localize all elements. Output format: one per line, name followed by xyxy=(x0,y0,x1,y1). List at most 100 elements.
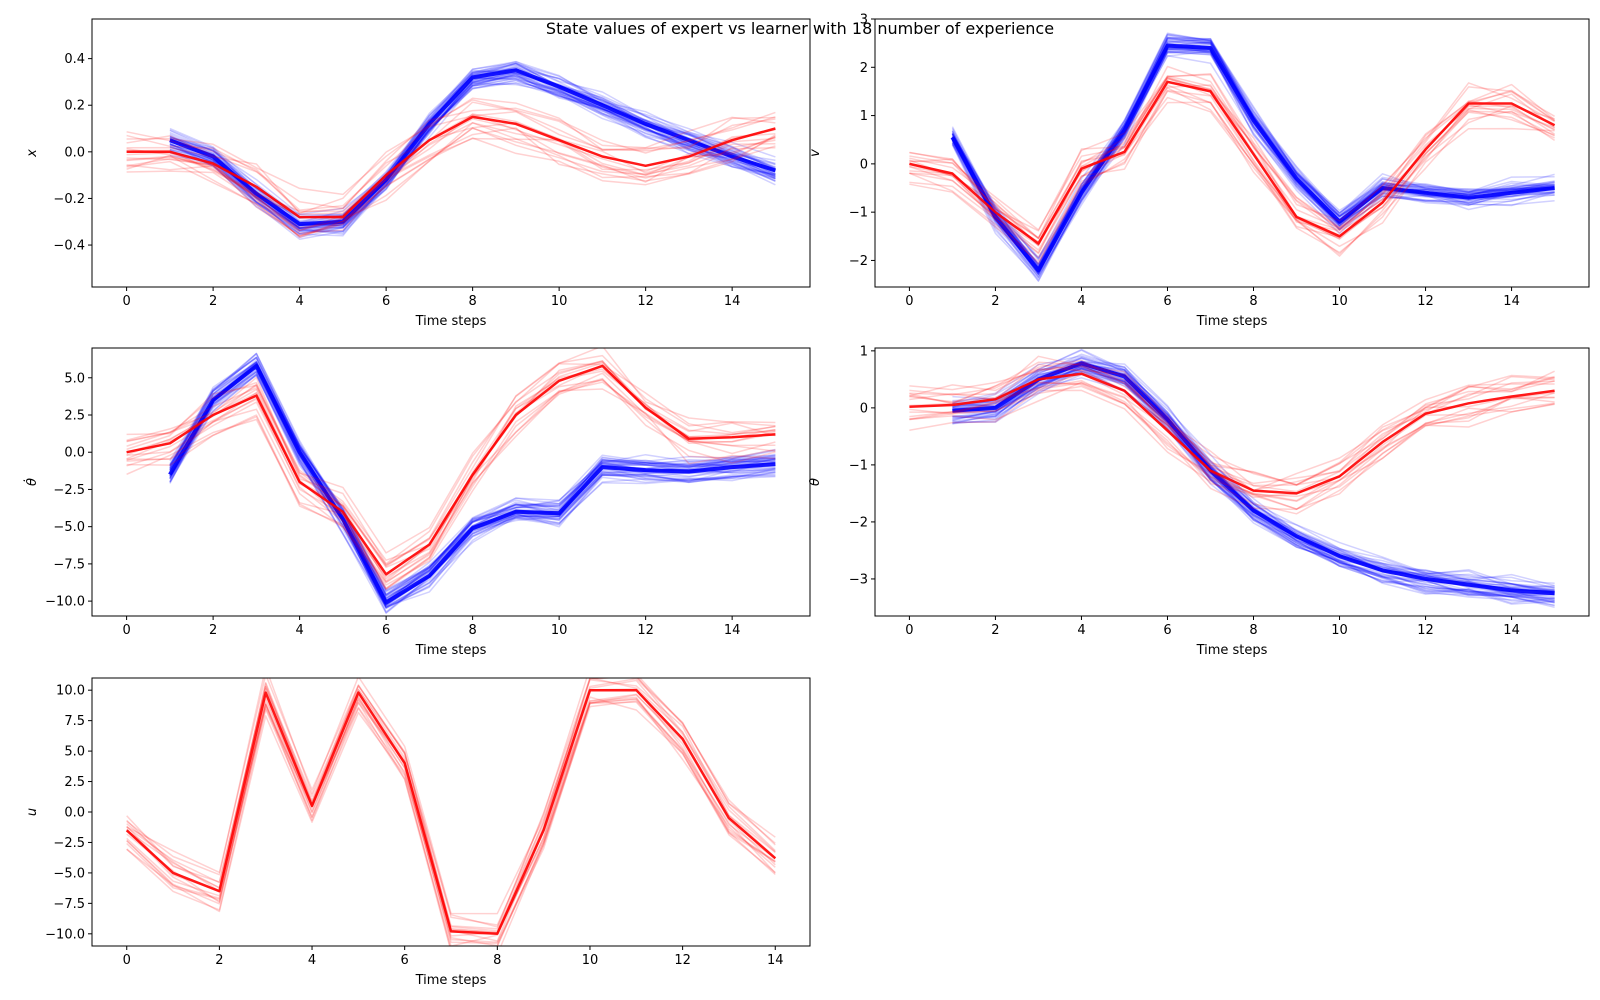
trajectory-line xyxy=(169,62,776,218)
x-tick-label: 4 xyxy=(308,953,316,968)
trajectory-line xyxy=(951,37,1555,266)
x-tick-label: 6 xyxy=(382,294,390,309)
y-tick-label: −5.0 xyxy=(53,866,85,881)
trajectory-line xyxy=(126,678,776,928)
y-tick-label: −2 xyxy=(849,254,868,269)
trajectory-line xyxy=(951,44,1555,279)
trajectory-line xyxy=(126,348,776,554)
trajectory-line xyxy=(952,370,1555,604)
trajectory-line xyxy=(126,354,776,567)
trajectory-line xyxy=(169,372,776,609)
trajectory-line xyxy=(126,136,776,237)
trajectory-line xyxy=(126,101,776,209)
trajectory-line xyxy=(169,73,776,233)
trajectory-line xyxy=(952,365,1555,596)
trajectory-line xyxy=(951,50,1555,282)
trajectory-line xyxy=(909,76,1556,240)
plot-lines xyxy=(909,32,1556,282)
y-tick-label: 0.0 xyxy=(64,446,85,461)
trajectory-line xyxy=(952,348,1555,591)
trajectory-line xyxy=(952,367,1555,597)
y-tick-label: −3 xyxy=(849,572,868,587)
y-tick-label: 3 xyxy=(860,13,868,28)
trajectory-line xyxy=(169,357,776,603)
y-tick-label: −2.5 xyxy=(53,836,85,851)
trajectory-line xyxy=(909,65,1555,231)
trajectory-line xyxy=(952,366,1555,591)
trajectory-line xyxy=(169,353,776,593)
x-tick-label: 8 xyxy=(468,294,476,309)
x-axis-label: Time steps xyxy=(1196,314,1268,329)
x-tick-label: 12 xyxy=(637,623,654,638)
y-tick-label: 0.0 xyxy=(64,806,85,821)
trajectory-line xyxy=(952,357,1555,585)
trajectory-line xyxy=(909,89,1555,254)
trajectory-line xyxy=(126,107,776,214)
trajectory-line xyxy=(126,118,776,234)
trajectory-line xyxy=(952,373,1555,606)
y-axis-label: θ xyxy=(808,478,823,486)
x-tick-label: 12 xyxy=(1417,294,1434,309)
series-line-blue xyxy=(952,361,1555,596)
x-tick-label: 10 xyxy=(1331,294,1348,309)
trajectory-line xyxy=(126,381,776,586)
axes-frame xyxy=(874,18,1590,288)
trajectory-line xyxy=(909,381,1555,510)
x-tick-label: 8 xyxy=(493,953,501,968)
trajectory-line xyxy=(126,137,776,238)
trajectory-line xyxy=(952,355,1555,587)
trajectory-line xyxy=(952,363,1555,589)
x-tick-label: 6 xyxy=(401,953,409,968)
trajectory-line xyxy=(951,50,1555,282)
trajectory-line xyxy=(169,356,776,597)
trajectory-line xyxy=(909,363,1555,492)
trajectory-line xyxy=(126,113,776,212)
trajectory-line xyxy=(952,349,1555,589)
trajectory-line xyxy=(126,678,776,930)
trajectory-line xyxy=(169,352,776,596)
trajectory-line xyxy=(909,385,1555,511)
x-tick-label: 10 xyxy=(551,623,568,638)
trajectory-line xyxy=(951,33,1555,260)
trajectory-line xyxy=(126,361,776,565)
trajectory-line xyxy=(126,696,776,946)
x-tick-label: 2 xyxy=(209,623,217,638)
trajectory-line xyxy=(909,355,1555,486)
trajectory-line xyxy=(951,40,1555,276)
trajectory-line xyxy=(951,48,1555,278)
y-tick-label: 0 xyxy=(860,401,868,416)
trajectory-line xyxy=(126,679,776,926)
trajectory-line xyxy=(169,356,776,596)
x-tick-label: 4 xyxy=(1077,623,1085,638)
trajectory-line xyxy=(909,359,1555,485)
trajectory-line xyxy=(909,101,1555,263)
x-tick-label: 12 xyxy=(637,294,654,309)
axes-frame xyxy=(874,347,1590,617)
trajectory-line xyxy=(169,73,776,233)
y-tick-label: 2.5 xyxy=(64,409,85,424)
trajectory-line xyxy=(952,377,1555,603)
axes-frame xyxy=(91,347,811,617)
x-tick-label: 14 xyxy=(724,623,741,638)
trajectory-line xyxy=(909,87,1556,265)
trajectory-line xyxy=(909,96,1556,255)
axes-frame xyxy=(91,18,811,288)
x-tick-label: 14 xyxy=(1503,623,1520,638)
trajectory-line xyxy=(909,372,1555,502)
y-axis-label: u xyxy=(25,808,40,816)
trajectory-line xyxy=(169,371,776,609)
trajectory-line xyxy=(952,370,1555,603)
trajectory-line xyxy=(909,73,1555,239)
trajectory-line xyxy=(952,372,1555,604)
plot-lines xyxy=(126,348,776,614)
trajectory-line xyxy=(951,36,1555,268)
trajectory-line xyxy=(951,55,1555,280)
y-tick-label: 5.0 xyxy=(64,371,85,386)
x-axis-label: Time steps xyxy=(415,314,487,329)
trajectory-line xyxy=(126,378,776,591)
trajectory-line xyxy=(909,381,1555,499)
trajectory-line xyxy=(169,77,776,235)
trajectory-line xyxy=(169,60,776,216)
series-line-blue xyxy=(950,43,1555,273)
